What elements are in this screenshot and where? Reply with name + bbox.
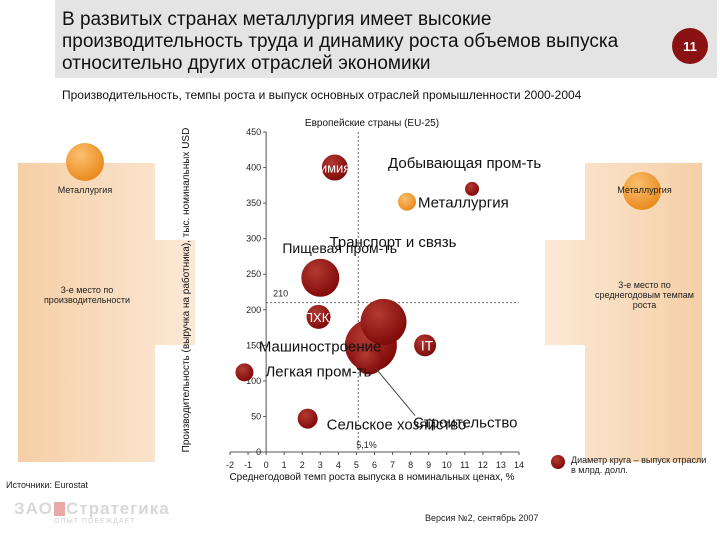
x-tick-label: 12 bbox=[478, 460, 488, 470]
y-tick-label: 300 bbox=[246, 234, 261, 244]
y-tick-label: 0 bbox=[256, 447, 261, 457]
bubble-label: Машиностроение bbox=[259, 338, 381, 355]
bubble bbox=[297, 408, 318, 429]
bubble-label: ПХК bbox=[304, 310, 330, 325]
x-tick-label: 4 bbox=[336, 460, 341, 470]
bubble bbox=[398, 192, 417, 211]
bubble bbox=[306, 304, 331, 329]
y-tick-label: 400 bbox=[246, 163, 261, 173]
x-tick-label: 9 bbox=[426, 460, 431, 470]
x-tick-label: 5 bbox=[354, 460, 359, 470]
bubble bbox=[360, 298, 407, 345]
x-tick-label: 2 bbox=[300, 460, 305, 470]
y-tick-label: 100 bbox=[246, 376, 261, 386]
left-callout-panel bbox=[18, 163, 195, 462]
legend-bubble-icon bbox=[551, 455, 565, 469]
y-tick-label: 200 bbox=[246, 305, 261, 315]
y-tick-label: 250 bbox=[246, 269, 261, 279]
bubble bbox=[301, 258, 340, 297]
y-tick-label: 350 bbox=[246, 198, 261, 208]
version-note: Версия №2, сентябрь 2007 bbox=[425, 513, 539, 523]
x-tick-label: 13 bbox=[496, 460, 506, 470]
logo-part-2: Стратегика bbox=[66, 499, 170, 518]
x-tick-label: -1 bbox=[244, 460, 252, 470]
left-panel-note: 3-е место по производительности bbox=[43, 285, 131, 305]
x-tick-label: 10 bbox=[442, 460, 452, 470]
bubble-label: Строительство bbox=[413, 415, 517, 432]
legend-size-note: Диаметр круга – выпуск отрасли в млрд. д… bbox=[571, 455, 707, 475]
bubble bbox=[235, 363, 254, 382]
page-title: В развитых странах металлургия имеет выс… bbox=[62, 9, 619, 74]
chart-title: Европейские страны (EU-25) bbox=[305, 118, 439, 129]
header-band bbox=[55, 0, 717, 78]
logo-tagline: ОПЫТ ПОБЕЖДАЕТ bbox=[54, 518, 136, 525]
bubble bbox=[465, 181, 480, 196]
bubble-label: IT bbox=[421, 337, 434, 353]
x-tick-label: 6 bbox=[372, 460, 377, 470]
x-axis-title: Среднегодовой темп роста выпуска в номин… bbox=[229, 472, 514, 483]
company-logo: ЗАО Стратегика ОПЫТ ПОБЕЖДАЕТ bbox=[14, 499, 174, 529]
x-tick-label: -2 bbox=[226, 460, 234, 470]
bubble bbox=[354, 344, 385, 375]
x-tick-label: 1 bbox=[282, 460, 287, 470]
page-number-badge: 11 bbox=[672, 28, 708, 64]
bubble-label: Пищевая пром-ть bbox=[282, 240, 397, 256]
chart-subtitle: Производительность, темпы роста и выпуск… bbox=[62, 88, 582, 102]
bubble-label: Сельское хозяйство bbox=[327, 417, 467, 434]
right-panel-label: Металлургия bbox=[617, 185, 672, 195]
bubble-label: Транспорт и связь bbox=[330, 234, 457, 251]
x-tick-label: 7 bbox=[390, 460, 395, 470]
construction-leader-line bbox=[374, 367, 416, 416]
x-tick-label: 14 bbox=[514, 460, 524, 470]
x-tick-label: 0 bbox=[264, 460, 269, 470]
y-tick-label: 450 bbox=[246, 127, 261, 137]
bubble bbox=[321, 154, 348, 181]
left-metallurgy-dot bbox=[66, 143, 104, 181]
right-panel-note: 3-е место по среднегодовым темпам роста bbox=[595, 280, 694, 310]
right-callout-panel bbox=[545, 163, 702, 462]
ref-line-vertical-label: 5,1% bbox=[356, 440, 377, 450]
logo-mark-icon bbox=[54, 502, 65, 516]
x-tick-label: 8 bbox=[408, 460, 413, 470]
x-tick-label: 11 bbox=[460, 460, 469, 470]
ref-line-horizontal-label: 210 bbox=[273, 289, 288, 299]
bubble-label: Металлургия bbox=[418, 195, 509, 212]
bubble-label: Добывающая пром-ть bbox=[388, 155, 541, 172]
right-metallurgy-dot bbox=[623, 172, 661, 210]
left-panel-label: Металлургия bbox=[57, 185, 113, 195]
y-axis-title: Производительность (выручка на работника… bbox=[180, 128, 192, 453]
logo-part-1: ЗАО bbox=[14, 499, 53, 518]
bubble bbox=[414, 334, 437, 357]
x-tick-label: 3 bbox=[318, 460, 323, 470]
y-tick-label: 50 bbox=[251, 411, 261, 421]
y-tick-label: 150 bbox=[246, 340, 261, 350]
bubble-label: Легкая пром-ть bbox=[265, 363, 371, 380]
bubble-label: Химия bbox=[311, 161, 350, 176]
source-note: Источники: Eurostat bbox=[6, 480, 88, 490]
